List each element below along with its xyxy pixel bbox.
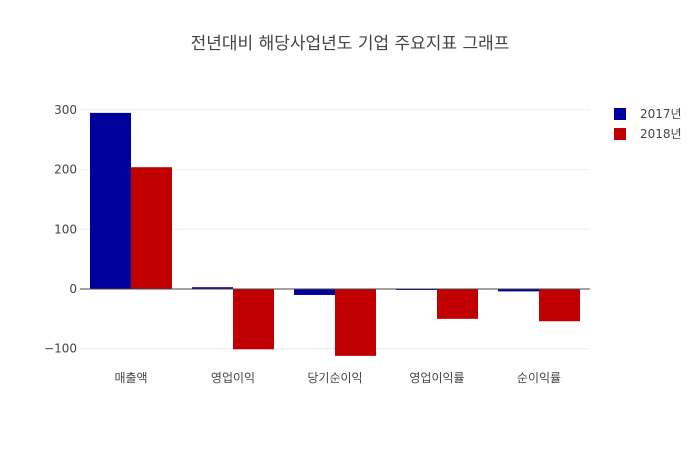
y-tick-label: 0 xyxy=(69,282,77,296)
bar xyxy=(233,289,274,350)
legend-swatch xyxy=(614,128,626,140)
bar xyxy=(498,289,539,292)
bar xyxy=(539,289,580,322)
bars xyxy=(90,112,580,356)
bar xyxy=(131,167,172,289)
bar xyxy=(90,112,131,289)
y-tick-label: 100 xyxy=(54,222,77,236)
bar xyxy=(335,289,376,356)
x-tick-label: 영업이익 xyxy=(211,371,255,385)
y-tick-label: −100 xyxy=(44,342,77,356)
bar xyxy=(192,287,233,289)
legend-label: 2017년 xyxy=(640,107,682,121)
x-tick-label: 당기순이익 xyxy=(307,371,362,385)
legend-label: 2018년 xyxy=(640,127,682,141)
chart-title: 전년대비 해당사업년도 기업 주요지표 그래프 xyxy=(191,34,510,54)
x-axis-ticks: 매출액 영업이익 당기순이익 영업이익률 순이익률 xyxy=(114,371,561,385)
y-tick-label: 200 xyxy=(54,163,77,177)
y-tick-label: 300 xyxy=(54,103,77,117)
bar xyxy=(294,289,335,295)
x-tick-label: 순이익률 xyxy=(517,371,561,385)
x-tick-label: 영업이익률 xyxy=(409,371,464,385)
y-axis-ticks: −100 0 100 200 300 xyxy=(44,103,77,356)
legend: 2017년 2018년 xyxy=(614,107,682,141)
legend-swatch xyxy=(614,108,626,120)
bar xyxy=(437,289,478,319)
x-tick-label: 매출액 xyxy=(114,371,147,385)
